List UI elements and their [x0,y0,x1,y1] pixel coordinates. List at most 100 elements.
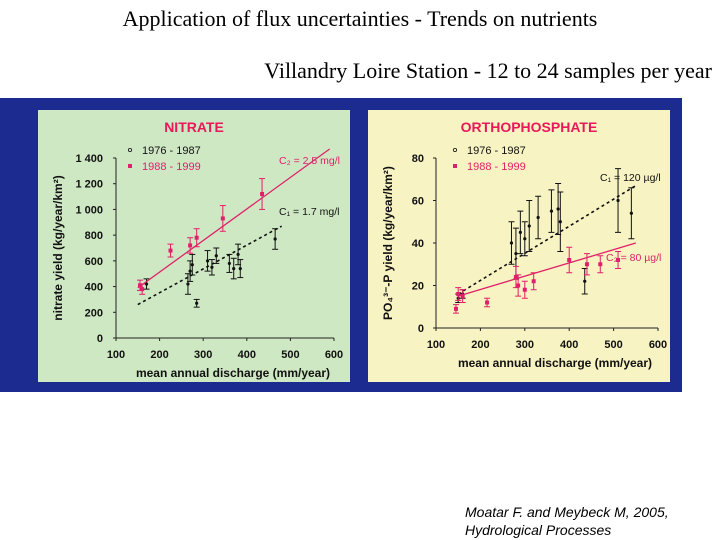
x-tick-label: 400 [238,349,256,361]
data-point [549,209,554,213]
fit-label: C₂ = 2.5 mg/l [279,155,340,167]
legend-marker [127,148,132,153]
fit-line [458,242,636,297]
fit-label: C₁ = 1.7 mg/l [279,206,339,218]
data-point [556,207,560,211]
x-tick-label: 600 [325,349,343,361]
data-point [194,235,199,240]
chart-figure: NITRATE 100 200 300 400 500 600 0 200 400 600 800 1 … [0,98,682,392]
x-axis-label: mean annual discharge (mm/year) [458,356,652,370]
data-point [168,248,173,253]
data-point [236,252,240,257]
data-point [536,215,540,220]
x-tick-label: 600 [649,339,667,351]
panel-background [38,110,350,382]
data-point [516,283,521,288]
y-tick-label: 600 [85,256,103,268]
data-point [616,258,621,262]
data-point [629,211,633,215]
legend-marker [128,164,132,168]
legend-label: 1976 - 1987 [142,145,201,157]
data-point [558,220,562,224]
y-tick-label: 40 [412,238,424,250]
data-point [523,237,527,241]
data-point [453,306,458,311]
y-tick-label: 60 [412,196,424,208]
data-point [186,282,190,286]
data-point [260,192,265,196]
data-point [190,263,194,267]
data-point [583,279,587,283]
data-point [220,216,225,221]
y-tick-label: 800 [85,230,103,242]
data-point [205,259,210,263]
x-tick-label: 200 [150,349,168,361]
y-tick-label: 0 [97,333,103,345]
data-point [144,282,149,286]
data-point [514,252,518,256]
data-point [567,258,572,262]
data-point [513,275,518,279]
data-point [522,287,527,292]
data-point [584,262,589,267]
y-tick-label: 20 [412,281,424,293]
data-point [188,269,192,273]
x-tick-label: 500 [604,339,622,351]
chart-title: NITRATE [164,119,224,135]
x-tick-label: 100 [427,339,445,351]
y-axis-label: PO₄³⁻-P yield (kg/year/km²) [381,166,395,320]
citation-authors: Moatar F. and Meybeck M, 2005, [465,504,669,520]
data-point [273,237,277,241]
y-tick-label: 80 [412,153,424,165]
citation: Moatar F. and Meybeck M, 2005, Hydrologi… [465,503,669,539]
x-tick-label: 100 [107,349,125,361]
panel-background [368,110,670,382]
data-point [509,241,514,245]
nitrate-panel: NITRATE 100 200 300 400 500 600 0 200 400 600 800 1 … [38,110,350,382]
data-point [598,262,603,267]
legend-label: 1988 - 1999 [142,161,201,173]
x-tick-label: 400 [560,339,578,351]
data-point [214,254,218,258]
data-point [485,300,490,305]
fit-line [137,148,331,289]
data-point [232,266,236,271]
fit-label: C₂ = 80 µg/l [606,252,661,264]
data-point [210,265,214,269]
citation-journal: Hydrological Processes [465,522,612,538]
data-point [527,224,531,228]
legend-marker [452,148,457,153]
y-tick-label: 400 [85,282,103,294]
y-tick-label: 0 [418,323,424,335]
data-point [195,301,199,305]
legend-label: 1976 - 1987 [467,145,526,157]
y-tick-label: 200 [85,307,103,319]
slide-title: Application of flux uncertainties - Tren… [122,6,598,31]
y-tick-label: 1 200 [75,179,103,191]
data-point [188,243,193,248]
orthophosphate-panel: ORTHOPHOSPHATE 100 200 300 400 500 600 0 20 40 60 8… [368,110,670,382]
data-point [460,294,465,299]
data-point [137,283,142,288]
x-tick-label: 300 [516,339,534,351]
legend-marker [453,164,457,168]
data-point [531,279,536,284]
y-tick-label: 1 400 [75,153,103,165]
data-point [456,292,461,296]
x-axis-label: mean annual discharge (mm/year) [136,366,330,380]
chart-title: ORTHOPHOSPHATE [461,119,598,135]
data-point [518,230,522,234]
slide-subtitle: Villandry Loire Station - 12 to 24 sampl… [264,58,712,83]
x-tick-label: 200 [471,339,489,351]
data-point [616,198,620,203]
data-point [140,287,145,292]
y-tick-label: 1 000 [75,204,103,216]
y-axis-label: nitrate yield (kg/year/km²) [51,175,65,320]
data-point [238,266,242,271]
x-tick-label: 500 [281,349,299,361]
legend-label: 1988 - 1999 [467,161,526,173]
data-point [227,261,231,266]
x-tick-label: 300 [194,349,212,361]
fit-line [457,184,637,295]
